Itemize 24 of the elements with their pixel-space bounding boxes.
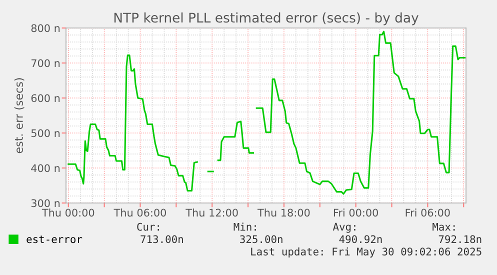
x-tick-label: Thu 18:00 xyxy=(257,208,310,217)
x-tick-label: Thu 12:00 xyxy=(186,208,238,217)
x-tick-label: Thu 00:00 xyxy=(42,208,94,217)
y-tick-label: 400 n xyxy=(31,164,60,172)
text: 792.18n xyxy=(438,235,482,244)
x-tick-label: Thu 06:00 xyxy=(114,208,166,217)
y-tick-label: 300 n xyxy=(31,199,60,208)
x-tick-label: Fri 00:00 xyxy=(334,208,378,217)
y-axis-title: est. err (secs) xyxy=(14,78,24,154)
legend-label: est-error xyxy=(26,236,82,244)
y-tick-label: 600 n xyxy=(31,94,60,102)
y-tick-label: 800 n xyxy=(31,24,60,32)
text: 325.00n xyxy=(240,235,282,244)
text: Last update: Fri May 30 09:02:06 2025 xyxy=(251,247,482,258)
text: 713.00n xyxy=(140,235,183,244)
y-tick-label: 700 n xyxy=(32,59,60,68)
text: Min: xyxy=(234,222,256,231)
text: Avg: xyxy=(332,222,356,233)
text: Cur: xyxy=(137,222,160,231)
text: Max: xyxy=(432,223,455,231)
y-tick-label: 500 n xyxy=(31,129,60,138)
x-tick-label: Fri 06:00 xyxy=(406,208,450,217)
chart-title: NTP kernel PLL estimated error (secs) - by day xyxy=(114,12,418,26)
text: 490.92n xyxy=(339,235,382,244)
